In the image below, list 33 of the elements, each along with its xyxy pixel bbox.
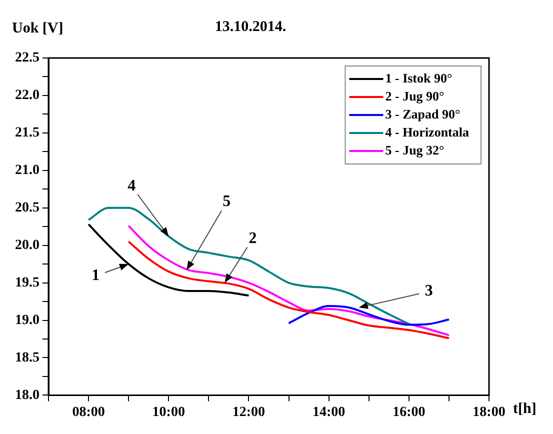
y-tick-label: 21.5: [15, 126, 40, 141]
line-series: [88, 223, 250, 297]
x-tick-label: 18:00: [472, 405, 506, 420]
y-tick-label: 18.5: [15, 350, 40, 366]
y-tick-label: 19.0: [15, 312, 40, 328]
x-tick-label: 14:00: [312, 405, 346, 420]
annotation: 3: [424, 282, 433, 300]
y-tick-label: 20.5: [15, 200, 40, 216]
legend-label: 3 - Zapad 90°: [385, 106, 460, 122]
y-tick-label: 21.0: [15, 163, 40, 178]
x-tick-label: 08:00: [72, 405, 105, 420]
y-tick-label: 20.0: [15, 238, 40, 253]
y-tick-label: 18.0: [15, 388, 40, 403]
chart-title: 13.10.2014.: [214, 18, 286, 35]
legend-label: 1 - Istok 90°: [385, 70, 452, 86]
x-axis-title: t[h]: [513, 401, 536, 418]
annotation: 5: [222, 193, 231, 210]
line-series: [128, 224, 450, 336]
line-series: [288, 305, 450, 326]
legend-label: 4 - Horizontala: [385, 124, 470, 140]
annotation: 4: [128, 177, 136, 194]
legend-label: 5 - Jug 32°: [385, 142, 444, 158]
y-tick-label: 22.0: [15, 88, 40, 104]
y-tick-label: 19.5: [15, 275, 40, 290]
y-tick-label: 22.5: [15, 50, 40, 66]
line-series: [88, 206, 410, 326]
x-tick-label: 12:00: [232, 405, 266, 420]
annotation: 2: [248, 230, 257, 247]
x-tick-label: 10:00: [152, 405, 185, 420]
y-axis-title: Uok [V]: [12, 20, 64, 36]
legend-label: 2 - Jug 90°: [385, 88, 444, 104]
x-tick-label: 16:00: [392, 405, 426, 420]
annotation: 1: [92, 267, 100, 284]
